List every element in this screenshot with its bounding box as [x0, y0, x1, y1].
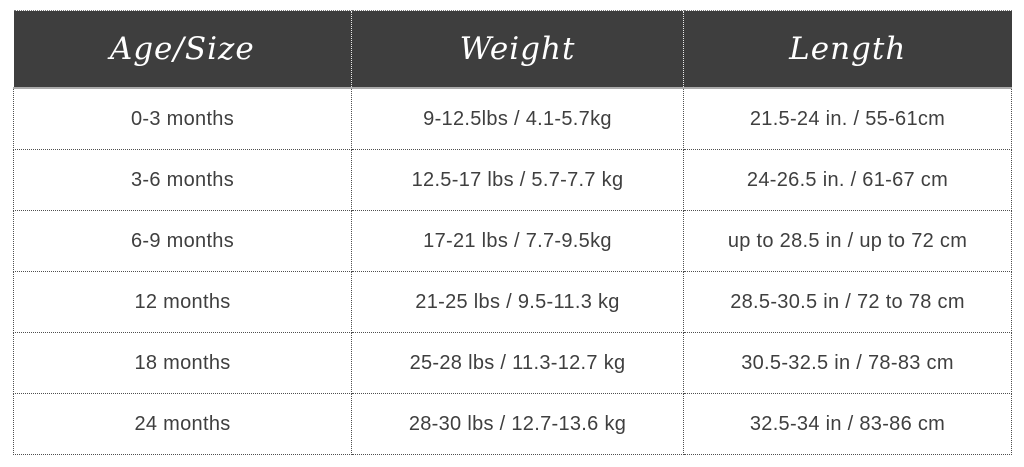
length-cell: 30.5-32.5 in / 78-83 cm	[683, 332, 1012, 394]
length-cell: up to 28.5 in / up to 72 cm	[683, 210, 1012, 272]
weight-cell: 21-25 lbs / 9.5-11.3 kg	[351, 271, 684, 333]
age-size-cell: 24 months	[13, 393, 352, 455]
weight-cell: 28-30 lbs / 12.7-13.6 kg	[351, 393, 684, 455]
table-row: 12 months 21-25 lbs / 9.5-11.3 kg 28.5-3…	[13, 271, 1012, 333]
baby-size-chart-table: Age/Size Weight Length 0-3 months 9-12.5…	[13, 10, 1012, 455]
column-header-weight: Weight	[351, 10, 684, 89]
age-size-cell: 0-3 months	[13, 87, 352, 150]
age-size-cell: 12 months	[13, 271, 352, 333]
length-cell: 28.5-30.5 in / 72 to 78 cm	[683, 271, 1012, 333]
length-cell: 21.5-24 in. / 55-61cm	[683, 87, 1012, 150]
table-row: 3-6 months 12.5-17 lbs / 5.7-7.7 kg 24-2…	[13, 149, 1012, 211]
length-cell: 24-26.5 in. / 61-67 cm	[683, 149, 1012, 211]
table-row: 24 months 28-30 lbs / 12.7-13.6 kg 32.5-…	[13, 393, 1012, 455]
weight-cell: 17-21 lbs / 7.7-9.5kg	[351, 210, 684, 272]
age-size-cell: 3-6 months	[13, 149, 352, 211]
table-row: 6-9 months 17-21 lbs / 7.7-9.5kg up to 2…	[13, 210, 1012, 272]
column-header-age-size: Age/Size	[13, 10, 352, 89]
column-header-length: Length	[683, 10, 1012, 89]
age-size-cell: 18 months	[13, 332, 352, 394]
weight-cell: 12.5-17 lbs / 5.7-7.7 kg	[351, 149, 684, 211]
weight-cell: 25-28 lbs / 11.3-12.7 kg	[351, 332, 684, 394]
table-row: 0-3 months 9-12.5lbs / 4.1-5.7kg 21.5-24…	[13, 87, 1012, 150]
age-size-cell: 6-9 months	[13, 210, 352, 272]
length-cell: 32.5-34 in / 83-86 cm	[683, 393, 1012, 455]
weight-cell: 9-12.5lbs / 4.1-5.7kg	[351, 87, 684, 150]
header-row: Age/Size Weight Length	[13, 10, 1012, 89]
table-row: 18 months 25-28 lbs / 11.3-12.7 kg 30.5-…	[13, 332, 1012, 394]
